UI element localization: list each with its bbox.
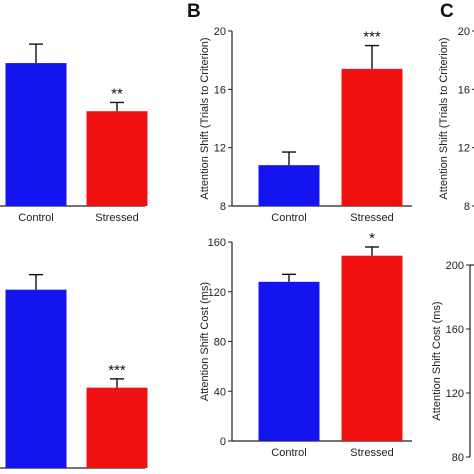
y-tick-label: 16 — [214, 84, 226, 96]
y-tick-label: 8 — [464, 201, 470, 213]
y-tick-label: 12 — [214, 143, 226, 155]
y-tick-label: 40 — [214, 386, 226, 398]
y-tick-label: 120 — [208, 287, 226, 299]
bar-stressed — [341, 255, 403, 441]
chart-top-left: Control ** Stressed — [0, 43, 148, 224]
bar-control — [5, 63, 67, 207]
y-tick-label: 0 — [220, 436, 226, 448]
y-axis-label: Attention Shift (Trials to Criterion) — [199, 37, 211, 199]
chart-bottom-middle: 0 40 80 120 160 Attention Shift Cost (ms) Cont… — [199, 230, 412, 459]
bar-stressed — [341, 68, 403, 207]
y-axis-label: Attention Shift Cost (ms) — [431, 301, 443, 420]
bar-control — [5, 289, 67, 468]
significance-marker: *** — [363, 29, 381, 46]
x-tick-label: Stressed — [95, 212, 138, 224]
y-tick-label: 200 — [446, 260, 464, 272]
y-tick-label: 20 — [458, 26, 470, 38]
y-tick-label: 160 — [446, 324, 464, 336]
bar-stressed — [86, 111, 148, 206]
y-axis-label: Attention Shift (Trials to Criterion) — [438, 37, 450, 199]
chart-top-right: 8 12 16 20 Attention Shift (Trials to Criter… — [438, 26, 474, 213]
y-tick-label: 160 — [208, 237, 226, 249]
y-tick-label: 12 — [458, 143, 470, 155]
x-tick-label: Stressed — [350, 447, 393, 459]
chart-bottom-right: 80 120 160 200 Attention Shift Cost (ms) — [431, 260, 474, 464]
significance-marker: *** — [108, 362, 126, 379]
y-tick-label: 120 — [446, 388, 464, 400]
bar-control — [258, 165, 320, 206]
bar-stressed — [86, 387, 148, 468]
x-tick-label: Control — [271, 212, 306, 224]
y-tick-label: 16 — [458, 84, 470, 96]
x-tick-label: Stressed — [350, 212, 393, 224]
panel-label-c: C — [440, 1, 454, 22]
x-tick-label: Control — [271, 447, 306, 459]
bar-control — [258, 281, 320, 441]
y-tick-label: 8 — [220, 201, 226, 213]
chart-bottom-left: Control***Stressed — [0, 273, 148, 469]
significance-marker: * — [369, 230, 375, 247]
panel-labels: B C — [187, 1, 454, 22]
panel-label-b: B — [187, 1, 201, 22]
y-tick-label: 20 — [214, 26, 226, 38]
y-axis-label: Attention Shift Cost (ms) — [199, 282, 211, 401]
x-tick-label: Control — [18, 212, 53, 224]
y-tick-label: 80 — [452, 452, 464, 464]
y-tick-label: 80 — [214, 337, 226, 349]
significance-marker: ** — [111, 85, 123, 102]
